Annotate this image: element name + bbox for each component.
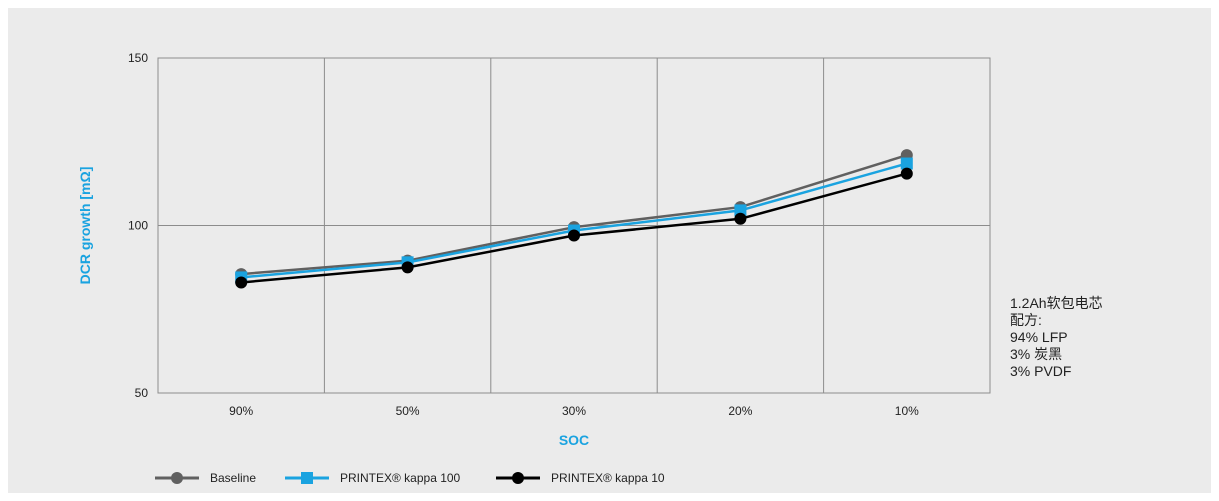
- x-tick-label: 50%: [396, 404, 420, 418]
- legend: Baseline PRINTEX® kappa 100 PRINTEX® kappa…: [155, 471, 665, 485]
- y-axis-label: DCR growth [mΩ]: [77, 167, 93, 285]
- legend-item: PRINTEX® kappa 10: [496, 471, 665, 485]
- series-point: [401, 261, 414, 274]
- series-point: [568, 229, 580, 242]
- note-line: 3% PVDF: [1010, 363, 1071, 379]
- series-point: [235, 276, 248, 289]
- series-point: [171, 472, 183, 484]
- x-tick-label: 90%: [229, 404, 253, 418]
- legend-item: PRINTEX® kappa 100: [285, 471, 461, 485]
- y-tick-label: 100: [128, 219, 148, 233]
- x-tick-label: 30%: [562, 404, 586, 418]
- legend-item: Baseline: [155, 471, 256, 485]
- legend-label: PRINTEX® kappa 10: [551, 471, 665, 485]
- note-line: 94% LFP: [1010, 329, 1068, 345]
- chart-panel: 50 100 150 90% 50% 30% 20% 10% DCR growth [mΩ]…: [8, 8, 1211, 493]
- series-point: [900, 167, 913, 180]
- y-tick-label: 50: [135, 386, 149, 400]
- note-line: 配方:: [1010, 312, 1042, 328]
- series-3: [235, 167, 913, 289]
- note-line: 1.2Ah软包电芯: [1010, 295, 1103, 311]
- series-point: [301, 472, 313, 484]
- x-axis-label: SOC: [559, 432, 589, 448]
- series-point: [734, 212, 747, 225]
- dcr-growth-line-chart: 50 100 150 90% 50% 30% 20% 10% DCR growth [mΩ]…: [77, 51, 1103, 485]
- legend-label: Baseline: [210, 471, 256, 485]
- series-group: [235, 149, 913, 289]
- series-point: [512, 472, 524, 484]
- x-tick-label: 10%: [895, 404, 919, 418]
- y-tick-label: 150: [128, 51, 148, 65]
- x-axis-ticks: 90% 50% 30% 20% 10%: [229, 404, 919, 418]
- y-axis-ticks: 50 100 150: [128, 51, 148, 400]
- note-line: 3% 炭黑: [1010, 346, 1062, 362]
- x-tick-label: 20%: [728, 404, 752, 418]
- series-point: [734, 204, 747, 217]
- legend-label: PRINTEX® kappa 100: [340, 471, 461, 485]
- series-point: [900, 157, 913, 170]
